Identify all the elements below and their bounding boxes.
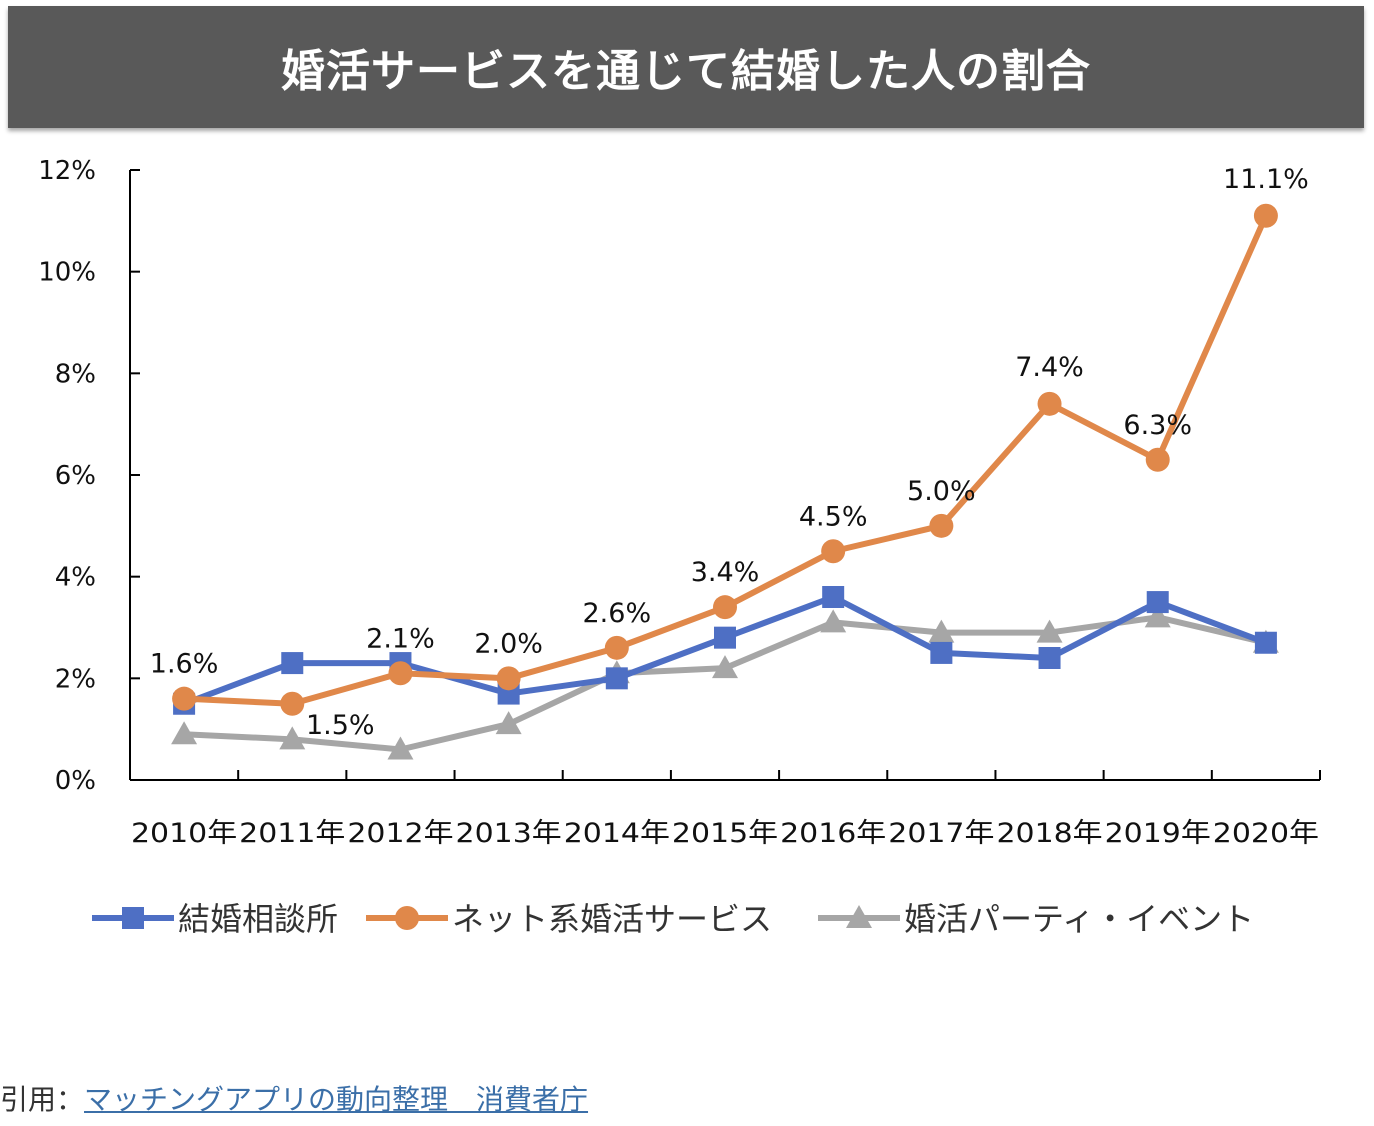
data-point-consultation (605, 667, 628, 690)
legend-marker (122, 907, 144, 929)
y-tick-label: 10% (38, 258, 96, 288)
data-point-party (1144, 604, 1171, 628)
legend-label: ネット系婚活サービス (452, 900, 772, 938)
data-point-online (172, 686, 197, 711)
x-tick-label: 2018年 (996, 818, 1102, 849)
data-point-online (713, 595, 737, 620)
x-tick-label: 2014年 (564, 818, 670, 849)
chart-legend: 結婚相談所 ネット系婚活サービス 婚活パーティ・イベント (92, 900, 1254, 938)
data-point-consultation (930, 641, 953, 664)
data-point-consultation (1254, 631, 1277, 654)
legend-item-party: 婚活パーティ・イベント (818, 900, 1254, 938)
data-point-online (280, 691, 305, 716)
x-tick-label: 2019年 (1105, 818, 1211, 849)
data-point-online (388, 661, 413, 686)
x-tick-label: 2017年 (888, 818, 994, 849)
citation-prefix: 引用： (0, 1083, 85, 1116)
x-tick-label: 2011年 (239, 818, 345, 849)
x-tick-label: 2016年 (780, 818, 886, 849)
data-point-online (496, 666, 521, 691)
data-label-online: 4.5% (799, 501, 868, 532)
y-tick-label: 12% (38, 156, 96, 186)
chart-series (171, 203, 1279, 760)
y-tick-label: 8% (55, 359, 96, 389)
x-tick-label: 2013年 (456, 818, 562, 849)
data-label-online: 6.3% (1123, 410, 1192, 441)
chart-data-labels: 1.6% 1.5% 2.1% 2.0% 2.6% 3.4% 4.5% 5.0% 7.4% 6.3%… (150, 164, 1309, 741)
data-label-online: 2.6% (583, 598, 652, 629)
data-point-party (171, 721, 198, 745)
series-online (172, 203, 1278, 716)
data-point-party (279, 726, 306, 750)
citation-link[interactable]: マッチングアプリの動向整理 消費者庁 (84, 1083, 589, 1116)
legend-label: 婚活パーティ・イベント (904, 900, 1254, 938)
line-chart: 0% 2% 4% 6% 8% 10% 12% 2010年 2011年 2012年 2013年 2014… (38, 156, 1321, 938)
data-point-consultation (1146, 591, 1169, 614)
data-point-party (387, 736, 414, 760)
chart-title: 婚活サービスを通じて結婚した人の割合 (281, 46, 1091, 97)
data-point-consultation (822, 586, 845, 608)
data-point-online (604, 635, 629, 660)
x-tick-label: 2015年 (672, 818, 778, 849)
chart-title-bar: 婚活サービスを通じて結婚した人の割合 (8, 6, 1364, 128)
chart-axes: 0% 2% 4% 6% 8% 10% 12% 2010年 2011年 2012年 2013年 2014… (38, 156, 1321, 849)
data-label-online: 2.1% (366, 623, 435, 654)
data-label-online: 1.5% (306, 710, 375, 741)
data-point-consultation (714, 626, 736, 649)
data-point-party (928, 619, 955, 643)
data-point-online (929, 513, 954, 538)
data-point-online (1145, 447, 1170, 472)
data-label-online: 2.0% (474, 628, 543, 659)
data-point-party (495, 711, 522, 735)
x-tick-label: 2020年 (1213, 818, 1319, 849)
data-point-party (820, 609, 847, 633)
data-point-online (1037, 391, 1062, 416)
legend-marker (846, 905, 872, 928)
legend-marker (395, 906, 419, 930)
data-label-online: 1.6% (150, 649, 219, 680)
y-tick-label: 6% (55, 461, 96, 491)
data-label-online: 3.4% (691, 557, 760, 588)
legend-item-online: ネット系婚活サービス (366, 900, 772, 938)
data-point-consultation (281, 652, 304, 675)
data-label-online: 5.0% (907, 476, 976, 507)
data-point-online (821, 539, 846, 564)
data-label-online: 7.4% (1015, 352, 1084, 383)
x-tick-label: 2012年 (347, 818, 453, 849)
citation: 引用：マッチングアプリの動向整理 消費者庁 (0, 1078, 588, 1118)
data-point-party (1036, 619, 1063, 643)
data-label-online: 11.1% (1223, 164, 1309, 195)
legend-item-consultation: 結婚相談所 (92, 900, 338, 938)
data-point-party (712, 655, 738, 679)
data-point-consultation (1038, 647, 1061, 669)
y-tick-label: 4% (55, 563, 96, 593)
data-point-online (1253, 203, 1278, 228)
legend-label: 結婚相談所 (178, 900, 338, 938)
x-tick-label: 2010年 (131, 818, 237, 849)
y-tick-label: 2% (55, 664, 96, 694)
y-tick-label: 0% (55, 766, 96, 796)
